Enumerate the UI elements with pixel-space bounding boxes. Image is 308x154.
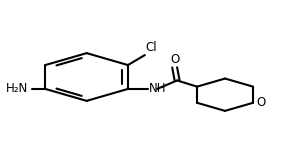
Text: NH: NH xyxy=(148,82,166,95)
Text: O: O xyxy=(257,96,266,109)
Text: O: O xyxy=(170,53,179,66)
Text: Cl: Cl xyxy=(145,41,157,54)
Text: H₂N: H₂N xyxy=(6,82,28,95)
